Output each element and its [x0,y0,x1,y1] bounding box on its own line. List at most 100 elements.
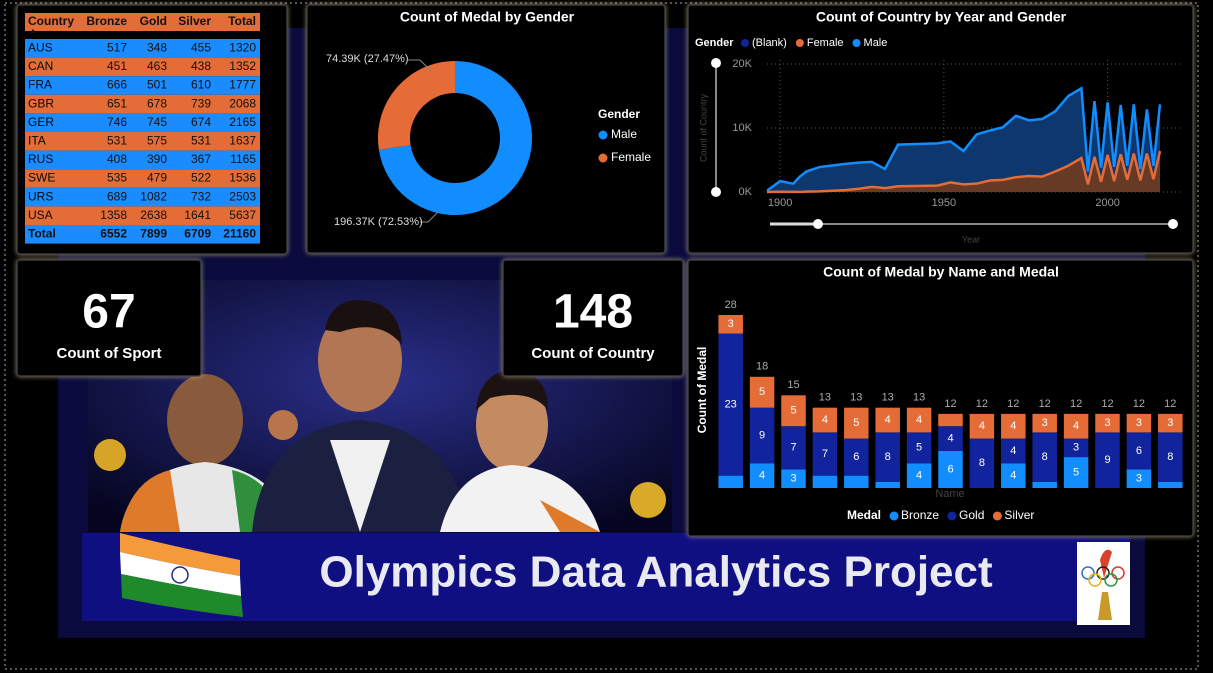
legend-label: Female [611,150,651,164]
legend-marker [598,130,608,140]
table-cell: 1165 [230,152,256,166]
x-tick-label: 2000 [1095,197,1119,209]
data-label: 4 [759,470,765,482]
total-label: 13 [882,392,894,404]
legend-marker [795,39,804,47]
card-panel [502,259,684,377]
bar-segment [844,475,869,488]
table-cell: 1358 [100,208,127,222]
data-label: 5 [916,442,922,454]
bar-segment [749,407,775,464]
bar-segment [812,407,838,433]
bar-segment [781,395,806,427]
table-cell: 479 [147,171,167,185]
table-cell: 348 [147,40,167,54]
legend-label: Bronze [901,508,939,522]
table-cell: 390 [147,152,167,166]
data-label: 3 [1136,473,1142,485]
column-header: Total [228,14,256,28]
data-label: 9 [759,429,765,441]
table-cell: 535 [107,171,127,185]
table-cell: 689 [107,189,127,203]
table-row [25,94,260,114]
table-row [25,76,260,95]
card-value: 148 [553,286,633,339]
data-label: 4 [885,414,891,426]
table-total-cell: Total [28,226,56,240]
bar-segment [969,413,995,439]
table-row [25,57,260,77]
bar-segment [1126,469,1152,488]
legend-title: Gender [695,37,734,49]
table-cell: USA [28,208,53,222]
legend-label: Female [807,37,844,49]
y-axis-title: Count of Medal [695,347,709,434]
chart-title: Count of Medal by Name and Medal [823,264,1059,280]
total-label: 12 [976,398,988,410]
bar-segment [875,481,900,488]
table-cell: 674 [191,115,211,129]
chart-title: Count of Medal by Gender [400,9,575,25]
bar-segment [1158,481,1183,488]
total-label: 12 [1133,398,1145,410]
column-header: Silver [178,14,211,28]
y-tick-label: 10K [732,122,752,134]
olympic-logo [1077,542,1130,625]
table-row [25,39,260,58]
table-cell: 732 [191,189,211,203]
legend-marker [889,511,899,521]
table-row [25,206,260,225]
data-label: 5 [790,405,796,417]
total-label: 13 [819,392,831,404]
table-cell: AUS [28,40,53,54]
data-label: 3 [1167,417,1173,429]
data-label: 7 [790,442,796,454]
data-label: 9 [1104,454,1110,466]
bar-segment [1126,413,1152,433]
card-label: Count of Sport [57,345,162,362]
bar-segment [718,475,743,488]
table-cell: 1637 [229,133,256,147]
y-axis-title: Count of Country [698,93,708,162]
bar-segment [875,407,900,433]
bar-segment [844,438,869,476]
table-cell: 2503 [229,189,256,203]
table-cell: 438 [191,59,211,73]
table-cell: CAN [28,59,53,73]
table-cell: 531 [107,133,127,147]
table-cell: 575 [147,133,167,147]
y-tick-label: 20K [732,58,752,70]
area-fill [767,88,1160,192]
bar-segment [1158,413,1183,433]
table-total-row [25,225,260,244]
banner-title: Olympics Data Analytics Project [319,548,993,597]
total-label: 12 [1039,398,1051,410]
data-label: 4 [1010,470,1016,482]
table-cell: FRA [28,78,52,92]
legend-label: (Blank) [752,37,787,49]
table-total-cell: 7899 [140,226,167,240]
table-cell: 1777 [229,78,256,92]
table-cell: 1320 [229,40,256,54]
card-panel [16,259,202,377]
bar-segment [1095,413,1120,433]
table-cell: 2638 [140,208,167,222]
table-cell: 451 [107,59,127,73]
bar-segment [938,450,963,488]
bar-segment [812,432,838,476]
bar-segment [844,407,869,439]
data-label: 5 [1073,466,1079,478]
legend-label: Male [864,37,888,49]
total-label: 15 [787,379,799,391]
data-label: 3 [1073,442,1079,454]
legend-label: Male [611,127,637,141]
table-row [25,150,260,170]
data-label: 4 [1010,445,1016,457]
bar-segment [812,475,838,488]
total-label: 13 [850,392,862,404]
bar-segment [1001,438,1026,464]
data-label: 8 [885,451,891,463]
data-label: 3 [1104,417,1110,429]
table-row [25,169,260,188]
slider [711,58,1178,229]
